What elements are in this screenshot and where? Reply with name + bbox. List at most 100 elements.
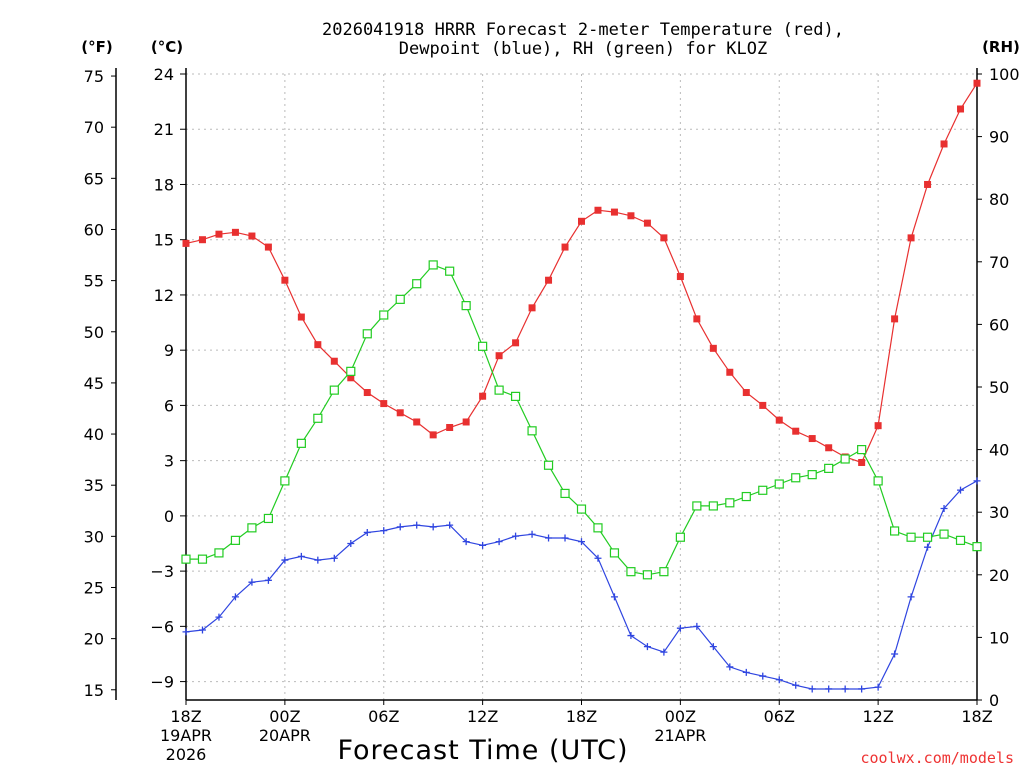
temperature-point — [858, 458, 866, 466]
dewpoint-point — [512, 532, 520, 540]
fahrenheit-tick-label: 65 — [84, 169, 104, 188]
dewpoint-point — [231, 593, 239, 601]
dewpoint-point — [429, 523, 437, 531]
temperature-point — [940, 140, 948, 148]
temperature-point — [973, 79, 981, 87]
dewpoint-point — [314, 556, 322, 564]
rh-tick-label: 10 — [989, 628, 1009, 647]
rh-point — [313, 413, 323, 423]
temperature-point — [792, 427, 800, 435]
temperature-point — [627, 212, 635, 220]
date-label: 19APR — [160, 726, 212, 745]
rh-point — [791, 473, 801, 483]
dewpoint-point — [924, 543, 932, 551]
temperature-point — [874, 422, 882, 430]
temperature-point — [676, 273, 684, 281]
dewpoint-point — [676, 624, 684, 632]
dewpoint-point — [825, 685, 833, 693]
temperature-point — [545, 276, 553, 284]
dewpoint-point — [594, 554, 602, 562]
rh-tick-label: 100 — [989, 65, 1020, 84]
dewpoint-point — [841, 685, 849, 693]
rh-tick-label: 80 — [989, 190, 1009, 209]
fahrenheit-tick-label: 75 — [84, 67, 104, 86]
temperature-point — [314, 341, 322, 349]
rh-point — [609, 548, 620, 558]
temperature-point — [610, 208, 618, 216]
rh-point — [906, 532, 916, 542]
rh-line — [186, 264, 978, 576]
celsius-tick-label: 24 — [154, 65, 174, 84]
dewpoint-point — [347, 540, 355, 547]
temperature-point — [512, 339, 520, 347]
temperature-point — [215, 230, 223, 238]
dewpoint-point — [380, 527, 388, 535]
rh-point — [247, 523, 257, 533]
rh-point — [527, 426, 537, 436]
date-label: 20APR — [259, 726, 311, 745]
celsius-tick-label: 0 — [164, 507, 174, 526]
x-tick-label: 06Z — [764, 707, 795, 726]
x-tick-label: 12Z — [862, 707, 893, 726]
temperature-point — [363, 389, 371, 397]
chart-title-line2: Dewpoint (blue), RH (green) for KLOZ — [399, 39, 767, 59]
temperature-point — [281, 276, 289, 284]
dewpoint-point — [940, 505, 948, 513]
rh-point — [659, 567, 669, 577]
temperature-point — [924, 180, 932, 188]
rh-point — [675, 532, 685, 542]
temperature-point — [380, 400, 388, 408]
rh-point — [840, 454, 850, 464]
x-tick-label: 18Z — [961, 707, 992, 726]
temperature-point — [429, 431, 437, 439]
rh-point — [412, 279, 422, 289]
chart-series — [181, 79, 982, 693]
dewpoint-point — [726, 663, 734, 671]
temperature-point — [594, 206, 602, 214]
fahrenheit-tick-label: 45 — [84, 374, 104, 393]
dewpoint-point — [643, 643, 651, 651]
dewpoint-point — [759, 672, 767, 680]
temperature-point — [330, 357, 338, 365]
temperature-point — [660, 234, 668, 242]
dewpoint-point — [528, 530, 536, 538]
temperature-point — [479, 392, 487, 400]
x-tick-label: 18Z — [170, 707, 201, 726]
dewpoint-point — [792, 681, 800, 689]
rh-point — [197, 554, 208, 564]
rh-point — [181, 554, 191, 564]
dewpoint-point — [578, 538, 585, 546]
fahrenheit-tick-label: 40 — [84, 425, 104, 444]
temperature-point — [578, 217, 585, 225]
rh-point — [445, 266, 455, 276]
fahrenheit-tick-label: 35 — [84, 476, 104, 495]
rh-point — [807, 470, 817, 480]
fahrenheit-tick-label: 15 — [84, 681, 104, 700]
dewpoint-point — [462, 538, 470, 546]
chart-title-line1: 2026041918 HRRR Forecast 2-meter Tempera… — [322, 20, 844, 40]
rh-point — [593, 523, 603, 533]
rh-point — [708, 501, 718, 511]
rh-point — [758, 485, 768, 495]
dewpoint-point — [363, 528, 371, 536]
fahrenheit-tick-label: 25 — [84, 578, 104, 597]
dewpoint-point — [957, 486, 965, 494]
rh-point — [280, 476, 290, 486]
temperature-point — [446, 424, 454, 432]
rh-tick-label: 90 — [989, 128, 1009, 147]
rh-point — [939, 529, 949, 539]
chart-ticks: 7570656055504540353025201524211815129630… — [84, 65, 1020, 726]
rh-tick-label: 40 — [989, 441, 1009, 460]
dewpoint-point — [264, 576, 272, 584]
rh-point — [510, 391, 521, 401]
rh-point — [329, 385, 339, 395]
series-rh — [181, 260, 982, 580]
rh-point — [725, 498, 735, 508]
chart-grid — [186, 73, 977, 700]
dewpoint-point — [775, 676, 783, 684]
temperature-point — [182, 239, 190, 247]
rh-point — [857, 445, 867, 455]
rh-point — [494, 385, 504, 395]
temperature-point — [297, 313, 305, 321]
dewpoint-point — [874, 683, 882, 691]
